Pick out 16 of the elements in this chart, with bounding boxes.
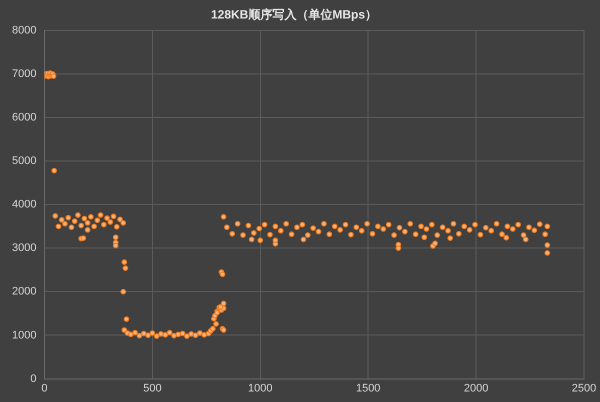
y-tick-label: 5000 [12, 155, 36, 168]
x-tick-label: 500 [143, 382, 162, 394]
y-tick-label: 6000 [12, 112, 36, 124]
y-tick-label: 2000 [12, 286, 36, 298]
x-tick-label: 1000 [248, 382, 273, 394]
x-tick-label: 2000 [464, 382, 488, 394]
y-tick-label: 0 [30, 372, 36, 385]
y-tick-label: 4000 [12, 198, 36, 211]
y-tick-label: 1000 [12, 329, 36, 342]
y-tick-label: 7000 [12, 68, 36, 80]
x-tick-label: 1500 [356, 382, 380, 394]
y-tick-label: 8000 [12, 24, 36, 36]
chart-title: 128KB顺序写入（单位MBps） [210, 8, 378, 22]
x-tick-label: 0 [41, 382, 48, 394]
y-tick-label: 3000 [12, 242, 36, 254]
x-tick-label: 2500 [572, 382, 596, 394]
